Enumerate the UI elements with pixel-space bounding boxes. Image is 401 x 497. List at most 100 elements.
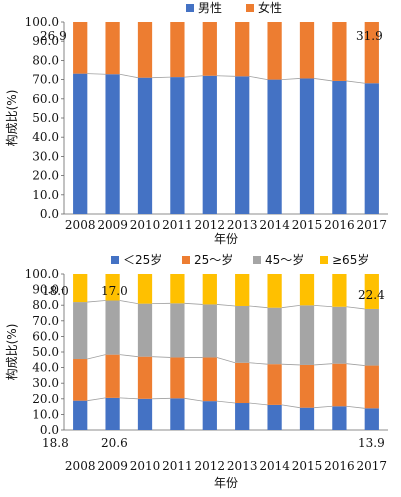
x-tick-label: 2015 xyxy=(292,218,323,232)
bar-segment-2 xyxy=(332,22,347,81)
data-label: 22.4 xyxy=(358,288,385,302)
bar-segment-4 xyxy=(267,274,282,308)
y-tick-label: 80.0 xyxy=(32,53,59,67)
x-tick-label: 2017 xyxy=(357,459,388,473)
bar-segment-2 xyxy=(299,22,315,79)
y-tick-label: 60.0 xyxy=(32,329,59,343)
legend-label: 25～岁 xyxy=(194,252,233,267)
bar-segment-2 xyxy=(202,357,217,402)
x-tick-label: 2011 xyxy=(162,218,193,232)
legend-label: 男性 xyxy=(198,1,222,15)
y-tick-label: 30.0 xyxy=(32,149,59,163)
data-label: 31.9 xyxy=(356,29,383,43)
y-tick-label: 100.0 xyxy=(25,15,59,29)
x-tick-label: 2009 xyxy=(97,218,128,232)
y-tick-label: 30.0 xyxy=(32,376,59,390)
bar-segment-2 xyxy=(73,359,88,401)
bar-segment-4 xyxy=(170,274,185,304)
bar-segment-1 xyxy=(105,74,120,214)
bar-segment-2 xyxy=(105,22,120,75)
bar-segment-2 xyxy=(267,22,282,80)
y-tick-label: 90.0 xyxy=(32,34,59,48)
bar-segment-1 xyxy=(73,400,88,430)
bar-segment-2 xyxy=(364,365,379,409)
bar-segment-2 xyxy=(267,364,282,405)
x-tick-label: 2008 xyxy=(65,218,96,232)
bar-segment-2 xyxy=(202,22,217,76)
bar-segment-2 xyxy=(137,356,153,399)
legend-swatch xyxy=(182,256,190,264)
bar-segment-1 xyxy=(299,78,315,214)
bar-segment-3 xyxy=(202,304,217,358)
bar-segment-1 xyxy=(170,77,185,214)
bar-segment-2 xyxy=(364,22,379,84)
legend-swatch xyxy=(253,256,261,264)
bar-segment-2 xyxy=(170,22,185,78)
series-line xyxy=(87,397,365,409)
data-label: 17.0 xyxy=(101,284,128,298)
y-tick-label: 90.0 xyxy=(32,283,59,297)
bar-segment-1 xyxy=(364,408,379,430)
data-label: 18.8 xyxy=(42,436,69,450)
bar-segment-1 xyxy=(202,401,217,430)
bar-segment-2 xyxy=(105,354,120,398)
bar-segment-2 xyxy=(73,22,88,74)
bar-segment-1 xyxy=(267,404,282,430)
data-label: 20.6 xyxy=(101,436,128,450)
y-tick-label: 10.0 xyxy=(32,407,59,421)
y-tick-label: 20.0 xyxy=(32,392,59,406)
bar-segment-1 xyxy=(235,76,250,214)
bar-segment-1 xyxy=(235,403,250,430)
y-tick-label: 40.0 xyxy=(32,130,59,144)
y-tick-label: 80.0 xyxy=(32,298,59,312)
age-composition-chart: 0.0 10.020.0 30.040.0 50.0 60.070.0 80.090.0 1… xyxy=(4,252,388,490)
x-tick-label: 2009 xyxy=(97,459,128,473)
x-tick-label: 2010 xyxy=(130,459,161,473)
legend-swatch xyxy=(320,256,328,264)
y-tick-label: 70.0 xyxy=(32,73,59,87)
x-tick-label: 2014 xyxy=(259,459,290,473)
x-tick-label: 2008 xyxy=(65,459,96,473)
x-tick-label: 2015 xyxy=(292,459,323,473)
bar-segment-2 xyxy=(332,363,347,407)
bar-segment-4 xyxy=(364,274,379,309)
series-line xyxy=(87,354,365,366)
y-axis-title: 构成比(%) xyxy=(4,324,19,381)
bar-segment-3 xyxy=(105,300,120,355)
bar-segment-2 xyxy=(235,362,250,404)
gender-composition-chart: 0.0 10.0 20.0 30.0 40.0 50.0 60.0 70.0 80.0 90.0 1… xyxy=(4,0,388,246)
y-tick-label: 60.0 xyxy=(32,92,59,106)
legend-label: 45～岁 xyxy=(265,252,304,267)
y-tick-label: 20.0 xyxy=(32,169,59,183)
y-axis-title: 构成比(%) xyxy=(4,90,19,147)
bar-segment-2 xyxy=(235,22,250,77)
bar-segment-4 xyxy=(235,274,250,306)
y-tick-label: 50.0 xyxy=(32,345,59,359)
x-tick-label: 2012 xyxy=(195,459,226,473)
x-tick-label: 2016 xyxy=(324,218,355,232)
y-tick-label: 70.0 xyxy=(32,314,59,328)
legend-label: 女性 xyxy=(258,0,282,15)
x-tick-label: 2013 xyxy=(227,218,258,232)
bar-segment-4 xyxy=(73,274,88,303)
bar-segment-1 xyxy=(332,406,347,430)
bar-segment-1 xyxy=(332,80,347,214)
bar-segment-4 xyxy=(202,274,217,305)
legend-swatch xyxy=(111,256,119,264)
bar-segment-1 xyxy=(137,398,153,430)
bar-segment-2 xyxy=(137,22,153,78)
x-axis-title: 年份 xyxy=(214,476,238,490)
x-tick-label: 2012 xyxy=(195,218,226,232)
y-tick-label: 100.0 xyxy=(25,267,59,281)
bar-segment-1 xyxy=(137,77,153,215)
data-label: 13.9 xyxy=(358,436,385,450)
y-tick-label: 40.0 xyxy=(32,361,59,375)
bar-segment-1 xyxy=(73,73,88,214)
bar-segment-1 xyxy=(170,398,185,430)
y-tick-label: 0.0 xyxy=(40,423,59,437)
bar-segment-3 xyxy=(364,308,379,366)
y-tick-label: 10.0 xyxy=(32,188,59,202)
x-tick-label: 2013 xyxy=(227,459,258,473)
bar-segment-4 xyxy=(332,274,347,307)
bar-segment-3 xyxy=(235,305,250,363)
